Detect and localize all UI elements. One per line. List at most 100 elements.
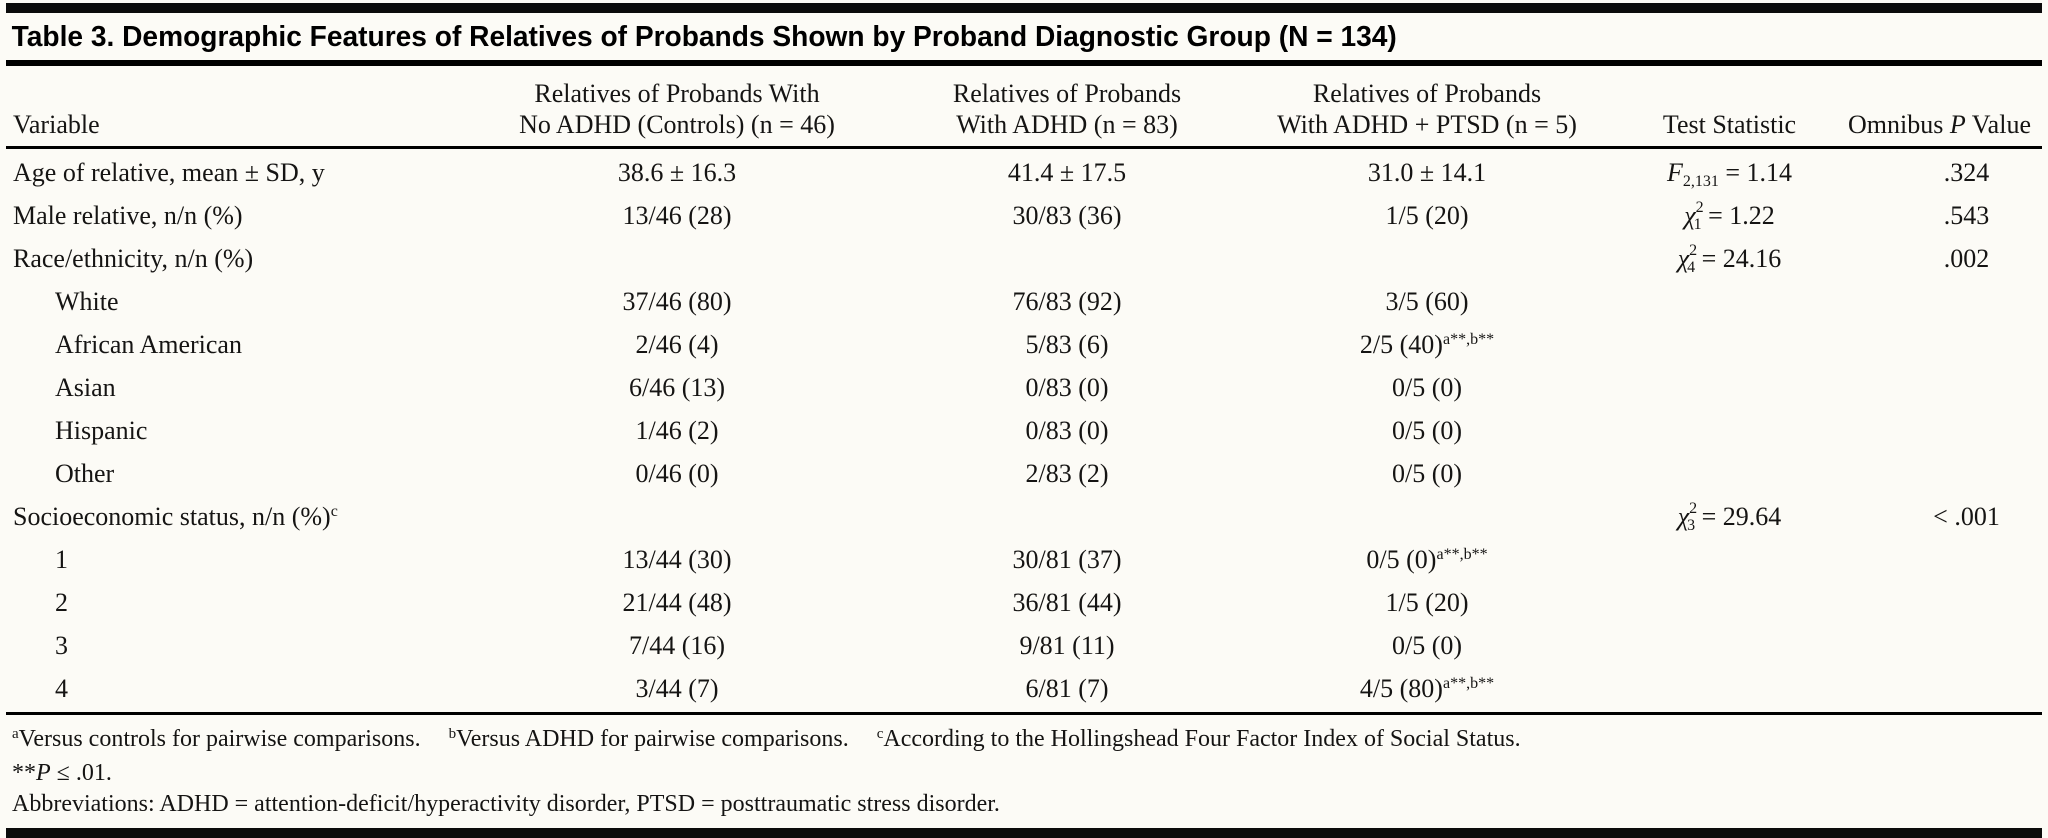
top-border-bar xyxy=(6,3,2042,13)
table-row: Male relative, n/n (%) 13/46 (28) 30/83 … xyxy=(6,196,2042,239)
table-row: Asian 6/46 (13) 0/83 (0) 0/5 (0) xyxy=(6,368,2042,411)
header-line2: Test Statistic xyxy=(1622,109,1837,140)
stat-subscript: 3 xyxy=(1687,517,1696,534)
cell-test-statistic xyxy=(1622,540,1837,583)
cell-value: 5/83 (6) xyxy=(1025,330,1109,359)
column-header-variable: Variable xyxy=(6,66,452,149)
table-row: Hispanic 1/46 (2) 0/83 (0) 0/5 (0) xyxy=(6,411,2042,454)
row-label-text: 3 xyxy=(55,631,68,660)
row-label: 2 xyxy=(6,583,452,626)
cell-value: 31.0 ± 14.1 xyxy=(1367,158,1487,187)
stat-symbol: χ xyxy=(1677,502,1690,531)
cell-adhd-ptsd: 3/5 (60) xyxy=(1232,282,1622,325)
significance-note: **P ≤ .01. xyxy=(12,758,2042,789)
cell-value: 0/5 (0) xyxy=(1391,373,1463,402)
header-line2: With ADHD (n = 83) xyxy=(902,109,1232,140)
header-text: Test Statistic xyxy=(1662,110,1797,139)
footnote-text: Versus ADHD for pairwise comparisons. xyxy=(456,726,849,752)
cell-value: 3/44 (7) xyxy=(635,674,719,703)
demographics-table: Variable Relatives of Probands With No A… xyxy=(6,66,2042,712)
column-header-adhd: Relatives of Probands With ADHD (n = 83) xyxy=(902,66,1232,149)
cell-test-statistic xyxy=(1622,454,1837,497)
cell-controls: 38.6 ± 16.3 xyxy=(452,148,902,197)
cell-p-value xyxy=(1837,325,2042,368)
stat-symbol: χ xyxy=(1677,244,1690,273)
cell-adhd: 6/81 (7) xyxy=(902,669,1232,712)
stat-value: = 1.22 xyxy=(1701,201,1775,230)
cell-adhd: 0/83 (0) xyxy=(902,411,1232,454)
table-row: African American 2/46 (4) 5/83 (6) 2/5 (… xyxy=(6,325,2042,368)
cell-p-value xyxy=(1837,368,2042,411)
column-header-adhd-ptsd: Relatives of Probands With ADHD + PTSD (… xyxy=(1232,66,1622,149)
cell-controls: 0/46 (0) xyxy=(452,454,902,497)
table-row: White 37/46 (80) 76/83 (92) 3/5 (60) xyxy=(6,282,2042,325)
cell-value: 1/5 (20) xyxy=(1385,201,1469,230)
header-row: Variable Relatives of Probands With No A… xyxy=(6,66,2042,149)
footnote-text: Versus controls for pairwise comparisons… xyxy=(18,726,421,752)
footnote-mark: c xyxy=(876,726,884,742)
row-label: 1 xyxy=(6,540,452,583)
header-line2: No ADHD (Controls) (n = 46) xyxy=(452,109,902,140)
table-title: Table 3. Demographic Features of Relativ… xyxy=(11,21,1397,53)
row-label: 4 xyxy=(6,669,452,712)
cell-value: 2/83 (2) xyxy=(1025,459,1109,488)
cell-adhd xyxy=(902,239,1232,282)
header-line2: With ADHD + PTSD (n = 5) xyxy=(1232,109,1622,140)
significance-stars: ** xyxy=(12,760,36,786)
cell-value: 3/5 (60) xyxy=(1385,287,1469,316)
cell-value: 2/46 (4) xyxy=(635,330,719,359)
cell-p-value xyxy=(1837,583,2042,626)
cell-adhd-ptsd xyxy=(1232,239,1622,282)
cell-value: 6/81 (7) xyxy=(1025,674,1109,703)
stat-symbol: χ xyxy=(1684,201,1696,230)
row-label-text: Male relative, n/n (%) xyxy=(13,201,243,230)
cell-adhd-ptsd: 31.0 ± 14.1 xyxy=(1232,148,1622,197)
footnote-line: aVersus controls for pairwise comparison… xyxy=(12,724,2042,758)
cell-adhd-ptsd: 0/5 (0) xyxy=(1232,411,1622,454)
cell-test-statistic: χ23 = 29.64 xyxy=(1622,497,1837,540)
header-text: With ADHD (n = 83) xyxy=(956,110,1178,139)
column-header-test-statistic: Test Statistic xyxy=(1622,66,1837,149)
journal-table-figure: Table 3. Demographic Features of Relativ… xyxy=(0,3,2048,838)
row-label: Asian xyxy=(6,368,452,411)
header-text: With ADHD + PTSD (n = 5) xyxy=(1277,110,1577,139)
cell-controls xyxy=(452,497,902,540)
cell-adhd: 5/83 (6) xyxy=(902,325,1232,368)
header-text: Omnibus xyxy=(1848,110,1950,139)
cell-adhd: 30/81 (37) xyxy=(902,540,1232,583)
row-label: Male relative, n/n (%) xyxy=(6,196,452,239)
cell-p-value: < .001 xyxy=(1933,502,2000,531)
cell-adhd-ptsd: 1/5 (20) xyxy=(1232,196,1622,239)
cell-adhd-ptsd xyxy=(1232,497,1622,540)
table-bottom-rule xyxy=(6,712,2042,715)
cell-value: 4/5 (80) xyxy=(1359,674,1443,703)
column-header-p-value: Omnibus P Value xyxy=(1837,66,2042,149)
footnote-b: bVersus ADHD for pairwise comparisons. xyxy=(449,726,849,752)
cell-adhd-ptsd: 2/5 (40)a**,b** xyxy=(1232,325,1622,368)
cell-value: 38.6 ± 16.3 xyxy=(617,158,737,187)
cell-controls: 13/44 (30) xyxy=(452,540,902,583)
cell-test-statistic xyxy=(1622,282,1837,325)
cell-adhd-ptsd: 0/5 (0) xyxy=(1232,454,1622,497)
table-row: Socioeconomic status, n/n (%)c χ23 = 29.… xyxy=(6,497,2042,540)
row-label: Hispanic xyxy=(6,411,452,454)
header-text: No ADHD (Controls) (n = 46) xyxy=(519,110,835,139)
cell-test-statistic: χ24 = 24.16 xyxy=(1622,239,1837,282)
stat-value: = 1.14 xyxy=(1718,158,1793,187)
row-label: Socioeconomic status, n/n (%)c xyxy=(6,497,452,540)
stat-superscript: 2 xyxy=(1689,500,1698,517)
cell-p-value xyxy=(1837,669,2042,712)
row-label-text: 4 xyxy=(55,674,68,703)
significance-text: ≤ .01. xyxy=(50,760,112,786)
cell-p-value: .324 xyxy=(1943,158,1990,187)
cell-value: 0/5 (0) xyxy=(1391,631,1463,660)
header-line1: Relatives of Probands xyxy=(1312,79,1542,108)
cell-adhd-ptsd: 0/5 (0) xyxy=(1232,626,1622,669)
cell-value: 6/46 (13) xyxy=(628,373,726,402)
cell-sup: a**,b** xyxy=(1436,546,1488,563)
cell-adhd-ptsd: 0/5 (0)a**,b** xyxy=(1232,540,1622,583)
row-label: Race/ethnicity, n/n (%) xyxy=(6,239,452,282)
cell-controls xyxy=(452,239,902,282)
table-row: 1 13/44 (30) 30/81 (37) 0/5 (0)a**,b** xyxy=(6,540,2042,583)
row-label: White xyxy=(6,282,452,325)
